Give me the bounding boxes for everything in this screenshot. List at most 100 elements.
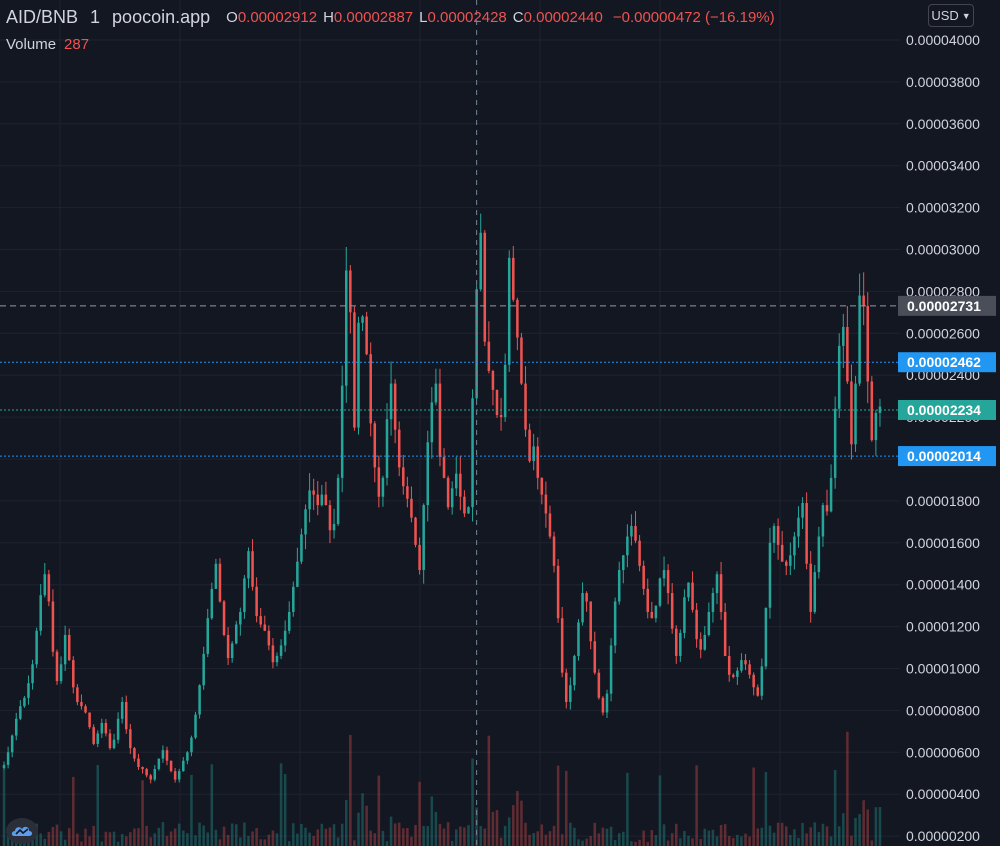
candle-body	[381, 477, 385, 497]
volume-bar	[173, 828, 177, 846]
candle-body	[801, 502, 804, 518]
volume-bar	[634, 841, 637, 846]
volume-bar	[450, 840, 454, 846]
candle-body	[35, 630, 38, 665]
symbol-label[interactable]: AID/BNB	[6, 6, 79, 27]
candle-body	[43, 574, 47, 596]
candle-body	[177, 771, 181, 780]
candle-body	[6, 752, 10, 765]
candle-body	[459, 473, 462, 497]
candle-body	[406, 486, 409, 499]
candle-body	[446, 477, 450, 508]
price-marker-badge[interactable]	[898, 399, 996, 420]
candle-body	[190, 737, 193, 753]
candle-body	[825, 505, 829, 512]
candle-body	[654, 605, 658, 619]
volume-bar	[784, 826, 788, 846]
candle-body	[112, 739, 116, 749]
open-key: O	[226, 8, 238, 26]
volume-bar	[186, 833, 189, 846]
candle-body	[487, 341, 491, 372]
candle-body	[491, 371, 495, 390]
volume-bar	[846, 731, 849, 846]
y-tick-label: 0.00003600	[906, 116, 980, 132]
volume-bar	[813, 822, 817, 846]
candle-body	[210, 588, 214, 619]
y-tick-label: 0.00000400	[906, 786, 980, 802]
y-tick-label: 0.00003400	[906, 158, 980, 174]
currency-button[interactable]: USD ▼	[928, 4, 974, 27]
volume-bar	[662, 824, 666, 846]
candle-body	[870, 381, 874, 441]
candle-body	[626, 536, 629, 556]
volume-bar	[642, 830, 645, 846]
tradingview-logo[interactable]	[6, 818, 38, 844]
volume-bar	[817, 832, 821, 846]
volume-bar	[666, 840, 670, 846]
volume-bar	[349, 734, 352, 846]
volume-bar	[377, 775, 381, 846]
price-marker-badge[interactable]	[898, 352, 996, 373]
volume-bar	[336, 837, 340, 846]
candle-body	[316, 494, 320, 506]
volume-bar	[414, 824, 417, 846]
interval-label[interactable]: 1	[90, 6, 101, 27]
candle-body	[512, 257, 515, 300]
candle-body	[471, 398, 474, 508]
candle-body	[67, 634, 71, 661]
candle-body	[569, 685, 572, 703]
change-value: −0.00000472 (−16.19%)	[612, 8, 775, 26]
candle-body	[300, 534, 303, 562]
candle-body	[393, 383, 397, 430]
candle-body	[617, 570, 621, 602]
volume-bar	[251, 831, 254, 846]
candle-body	[764, 607, 768, 667]
volume-bar	[287, 841, 291, 846]
candle-body	[214, 563, 218, 589]
candle-body	[23, 697, 26, 707]
y-tick-label: 0.00002800	[906, 283, 980, 299]
volume-bar	[267, 834, 271, 846]
candle-body	[805, 502, 808, 564]
candle-body	[760, 666, 764, 696]
candle-body	[222, 601, 226, 635]
volume-bar	[503, 825, 507, 846]
candle-body	[230, 643, 234, 659]
candle-body	[878, 406, 882, 413]
close-key: C	[512, 8, 524, 26]
volume-bar	[862, 800, 865, 846]
candle-body	[552, 536, 556, 566]
volume-bar	[177, 823, 181, 846]
y-tick-label: 0.00001800	[906, 493, 980, 509]
candle-body	[194, 714, 197, 738]
candle-body	[51, 601, 55, 652]
volume-bar	[589, 836, 592, 846]
price-marker-badge[interactable]	[898, 295, 996, 316]
price-marker-badge[interactable]	[898, 446, 996, 467]
candle-body	[206, 618, 210, 654]
volume-bar	[328, 827, 332, 846]
candle-body	[597, 672, 601, 698]
volume-bar	[112, 831, 116, 846]
volume-bar	[605, 828, 609, 846]
volume-bar	[157, 827, 161, 846]
volume-bar	[520, 800, 523, 846]
volume-bar	[365, 805, 368, 846]
volume-bar	[581, 840, 584, 846]
candle-body	[715, 574, 719, 594]
volume-bar	[556, 765, 560, 846]
candle-body	[780, 544, 784, 562]
chart-grid	[0, 0, 900, 846]
volume-bar	[528, 834, 531, 846]
y-tick-label: 0.00000600	[906, 744, 980, 760]
candle-body	[609, 645, 613, 694]
volume-bar	[88, 836, 91, 846]
candle-body	[357, 322, 360, 428]
candle-body	[344, 270, 348, 386]
volume-bar	[548, 831, 552, 846]
volume-bar	[780, 822, 784, 846]
volume-bar	[243, 822, 246, 846]
candle-body	[622, 555, 625, 571]
candle-body	[499, 415, 503, 418]
